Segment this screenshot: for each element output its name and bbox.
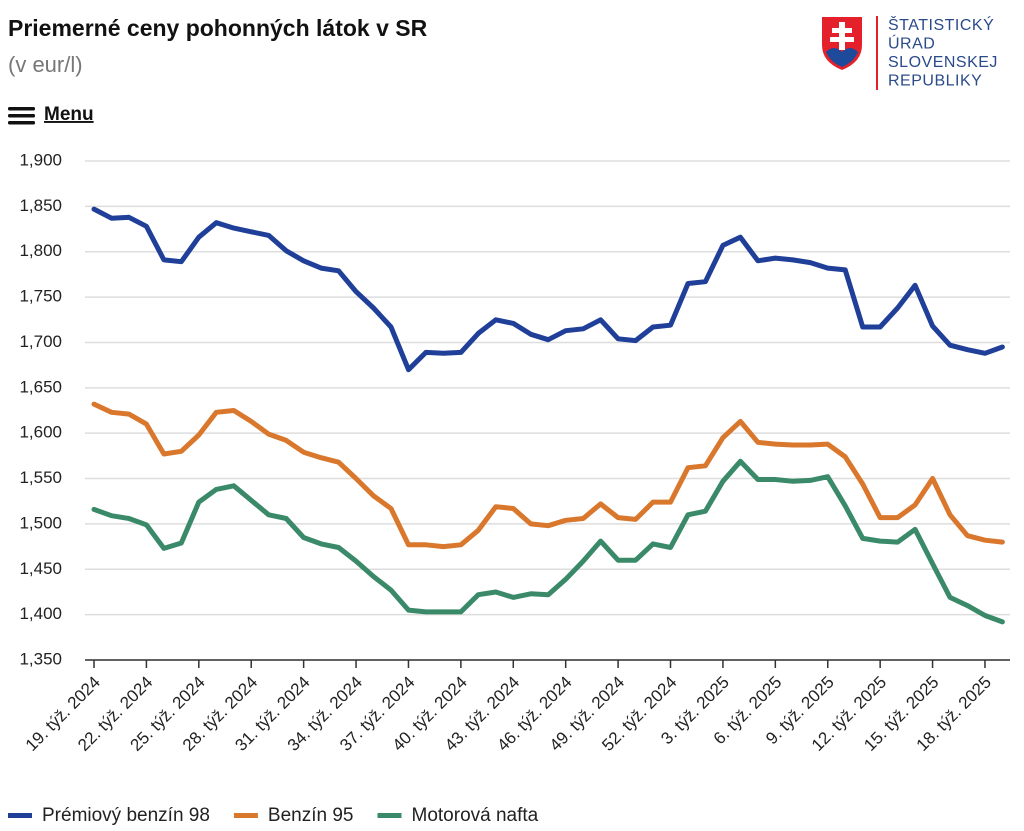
menu-icon[interactable] [8,114,35,118]
logo-text: ŠTATISTICKÝ [888,15,994,34]
menu[interactable]: Menu [8,104,94,125]
series-line [91,458,1005,625]
y-tick-label: 1,600 [19,423,62,442]
legend-label: Benzín 95 [268,805,354,826]
logo-hills [826,48,858,67]
y-tick-label: 1,700 [19,332,62,351]
chart-subtitle: (v eur/l) [8,52,83,77]
menu-icon[interactable] [8,107,35,111]
y-tick-label: 1,350 [19,649,62,668]
chart-title: Priemerné ceny pohonných látok v SR [8,15,428,41]
logo [822,16,878,90]
logo-text: SLOVENSKEJ [888,54,998,71]
y-tick-label: 1,500 [19,513,62,532]
series-line [91,206,1005,373]
logo-text: ÚRAD [888,34,935,53]
menu-label[interactable]: Menu [44,104,94,125]
series-line [91,401,1005,550]
logo-cross [830,22,854,50]
y-tick-label: 1,900 [19,150,62,169]
legend-swatch [233,813,258,818]
legend-swatch [8,813,32,818]
y-tick-label: 1,550 [19,468,62,487]
legend-label: Motorová nafta [412,805,539,826]
y-tick-label: 1,400 [19,604,62,623]
y-tick-label: 1,850 [19,196,62,215]
legend-label: Prémiový benzín 98 [42,805,210,826]
y-tick-label: 1,800 [19,241,62,260]
logo-text: REPUBLIKY [888,73,982,90]
y-tick-label: 1,650 [19,377,62,396]
menu-icon[interactable] [8,121,35,125]
y-tick-label: 1,750 [19,287,62,306]
legend-swatch [377,813,402,818]
y-tick-label: 1,450 [19,559,62,578]
